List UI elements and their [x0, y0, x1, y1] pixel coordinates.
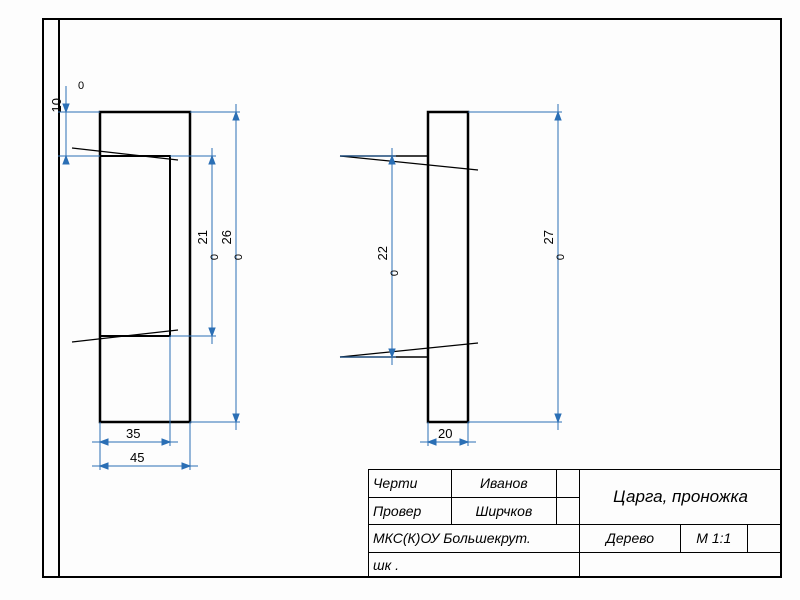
- tb-row3-c2: Дерево: [580, 525, 681, 553]
- tb-row4-c2: [580, 552, 782, 577]
- tb-row4-c1: шк .: [369, 552, 580, 577]
- title-block: Черти Иванов Царга, проножка Провер Ширч…: [368, 469, 782, 578]
- tb-row1-c3: [557, 470, 580, 498]
- tb-row1-c2: Иванов: [451, 470, 557, 498]
- dim-20: 20: [438, 426, 452, 441]
- dim-27: 27: [542, 230, 555, 244]
- dim-22: 22: [376, 246, 389, 260]
- tb-row3-c1: МКС(К)ОУ Большекрут.: [369, 525, 580, 553]
- tb-title: Царга, проножка: [580, 470, 782, 525]
- dim-27-sub: 0: [556, 254, 567, 260]
- dim-22-sub: 0: [390, 270, 401, 276]
- tb-row3-c4: [747, 525, 781, 553]
- tb-row2-c2: Ширчков: [451, 497, 557, 525]
- tb-row1-c1: Черти: [369, 470, 452, 498]
- tb-row3-c3: М 1:1: [681, 525, 748, 553]
- tb-row2-c1: Провер: [369, 497, 452, 525]
- tb-row2-c3: [557, 497, 580, 525]
